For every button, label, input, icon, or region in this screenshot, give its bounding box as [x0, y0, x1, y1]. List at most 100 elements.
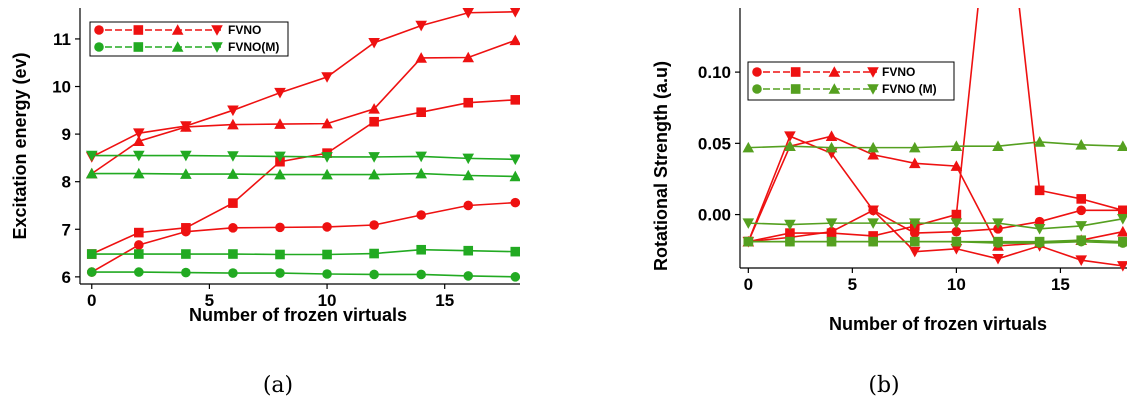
- chart-a-data-point: [509, 170, 520, 182]
- chart-a-data-point: [415, 167, 427, 179]
- chart-a-legend-marker: [94, 42, 104, 52]
- chart-a-data-point: [227, 105, 239, 117]
- chart-b-data-point: [1034, 185, 1045, 196]
- chart-b-data-point: [950, 218, 963, 229]
- chart-a-xtick-label: 5: [205, 291, 214, 310]
- chart-a-data-point: [321, 168, 333, 180]
- chart-a-series-line: [91, 248, 516, 256]
- chart-a-data-point: [275, 249, 285, 260]
- chart-b-series-line: [748, 239, 1123, 243]
- chart-b-data-point: [742, 218, 755, 229]
- chart-b-data-point: [1075, 221, 1088, 232]
- chart-b-series-line: [748, 209, 1123, 243]
- chart-a-series-line: [91, 271, 516, 278]
- chart-b-legend-marker: [790, 84, 801, 94]
- chart-b-data-point: [951, 209, 962, 220]
- chart-a-data-point: [180, 121, 192, 132]
- chart-b-data-point: [993, 236, 1003, 247]
- chart-b-data-point: [908, 157, 921, 169]
- chart-b-data-point: [951, 236, 962, 247]
- chart-a-data-point: [510, 272, 520, 282]
- chart-b-data-point: [825, 130, 838, 142]
- chart-a-ytick-label: 8: [62, 173, 71, 192]
- chart-a-data-point: [415, 20, 427, 32]
- chart-b-xtick-label: 0: [744, 275, 753, 294]
- chart-b-legend-marker: [790, 67, 801, 77]
- chart-b-data-point: [1076, 205, 1087, 216]
- chart-b-data-point: [826, 236, 837, 247]
- chart-b-legend-marker: [867, 67, 879, 78]
- chart-a-data-point: [228, 249, 238, 259]
- chart-a-data-point: [510, 197, 520, 208]
- chart-a-data-point: [322, 222, 332, 232]
- chart-a-legend-box: [89, 21, 289, 57]
- chart-a-legend-marker: [211, 42, 223, 53]
- chart-b-data-point: [868, 236, 878, 247]
- chart-a-ytick-label: 6: [62, 268, 71, 287]
- chart-a-series-line: [91, 154, 516, 161]
- chart-a-data-point: [86, 267, 97, 277]
- chart-b-data-point: [867, 205, 879, 217]
- chart-b-data-point: [1075, 138, 1088, 150]
- chart-a-data-point: [368, 168, 380, 180]
- chart-a-ticks: 0 5 10 15 6 7 8 9 10 11: [52, 30, 454, 310]
- chart-b-data-point: [825, 218, 838, 229]
- chart-a-data-point: [133, 128, 145, 139]
- chart-b-data-point: [784, 140, 796, 151]
- chart-a-data-point: [462, 8, 475, 19]
- chart-a-data-point: [85, 150, 98, 162]
- chart-b-data-point: [784, 219, 796, 231]
- chart-b-legend-label: FVNO (M): [882, 82, 937, 96]
- chart-b-data-point: [743, 236, 754, 247]
- chart-a-data-point: [275, 222, 285, 233]
- chart-a-data-point: [510, 8, 520, 18]
- chart-a-data-point: [321, 117, 333, 129]
- chart-a-data-point: [463, 271, 474, 281]
- chart-a-data-point: [369, 269, 379, 280]
- chart-b-series-line: [747, 135, 1123, 247]
- chart-a-data-point: [180, 150, 192, 162]
- chart-a-data-point: [368, 37, 380, 49]
- chart-a-data-point: [228, 223, 238, 233]
- chart-a-data-point: [274, 87, 286, 99]
- chart-a-data-point: [227, 151, 239, 162]
- chart-b-legend-marker: [752, 84, 762, 94]
- chart-b-data-point: [825, 141, 838, 153]
- chart-b-xtick-label: 10: [947, 275, 966, 294]
- chart-a-xlabel: Number of frozen virtuals: [189, 305, 407, 325]
- chart-a-legend-marker: [211, 25, 223, 36]
- chart-b-data-point: [992, 140, 1004, 151]
- chart-b-data-point: [908, 218, 921, 229]
- chart-a-data-point: [369, 116, 379, 127]
- chart-b-data-point: [868, 231, 878, 241]
- chart-b-xlabel: Number of frozen virtuals: [829, 314, 1047, 334]
- chart-a-caption: (a): [263, 373, 293, 398]
- chart-a-data-point: [368, 103, 380, 114]
- chart-a-data-point: [463, 200, 474, 211]
- chart-b-data-point: [1033, 224, 1046, 235]
- chart-a-data-point: [86, 249, 97, 259]
- chart-a-data-point: [510, 95, 520, 105]
- chart-a-legend-marker: [133, 42, 144, 52]
- chart-b-data-point: [867, 148, 879, 160]
- chart-b-data-point: [950, 140, 963, 151]
- chart-b-legend-marker: [828, 66, 841, 77]
- chart-b-data-point: [785, 236, 795, 247]
- chart-a-ytick-label: 11: [53, 30, 71, 49]
- chart-b: 0 5 10 15 0.00 0.05 0.10 Number of frozen virt…: [651, 8, 1127, 398]
- chart-a-data-point: [416, 244, 426, 255]
- chart-a-data-point: [275, 268, 285, 278]
- chart-b-data-point: [1075, 255, 1088, 266]
- chart-a: 0 5 10 15 6 7 8 9 10 11 Number of frozen virtuals…: [10, 8, 520, 398]
- chart-b-legend-marker: [752, 67, 762, 77]
- chart-a-data-point: [510, 246, 520, 257]
- chart-b-data-point: [742, 141, 755, 153]
- chart-a-data-point: [228, 198, 238, 208]
- chart-a-legend-marker: [171, 24, 184, 35]
- chart-b-data-point: [784, 131, 796, 143]
- chart-b-data-point: [1034, 236, 1045, 247]
- chart-a-data-point: [322, 249, 332, 260]
- chart-b-data-point: [908, 246, 921, 258]
- chart-a-data-point: [227, 168, 239, 179]
